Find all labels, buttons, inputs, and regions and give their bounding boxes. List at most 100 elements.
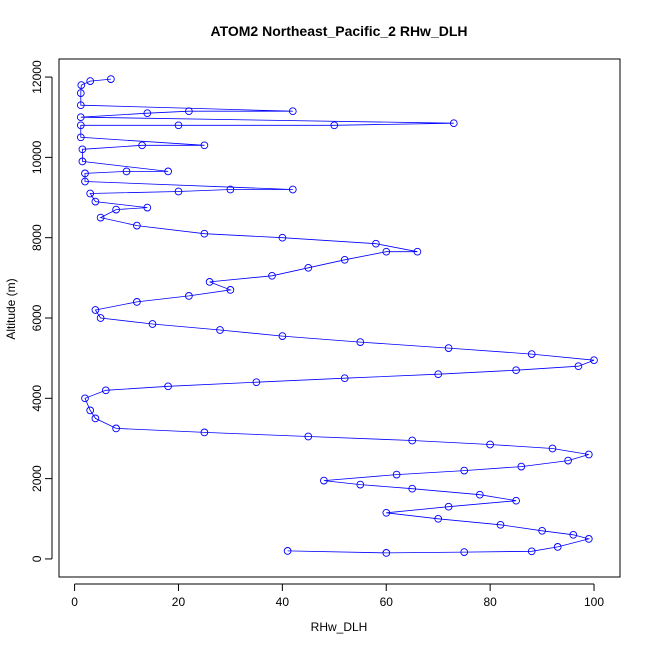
data-point bbox=[96, 314, 105, 322]
data-point bbox=[112, 424, 120, 433]
data-point bbox=[340, 255, 349, 264]
data-point bbox=[174, 187, 183, 196]
data-point bbox=[185, 107, 193, 116]
data-point bbox=[320, 476, 328, 485]
series-layer bbox=[76, 75, 598, 557]
x-tick-label: 60 bbox=[380, 595, 394, 609]
data-point bbox=[133, 221, 141, 230]
y-tick-label: 12000 bbox=[30, 60, 44, 94]
data-point bbox=[96, 213, 105, 222]
data-point bbox=[460, 548, 469, 556]
data-point bbox=[148, 320, 157, 328]
data-point bbox=[278, 233, 287, 242]
data-point bbox=[81, 177, 89, 186]
x-tick-label: 80 bbox=[483, 595, 497, 609]
data-point bbox=[216, 326, 224, 334]
data-point bbox=[512, 496, 520, 505]
data-point bbox=[517, 462, 526, 471]
data-point bbox=[76, 89, 85, 97]
data-point bbox=[86, 189, 95, 198]
data-point bbox=[288, 107, 297, 116]
data-point bbox=[107, 75, 115, 83]
y-tick-label: 10000 bbox=[30, 140, 44, 174]
data-point bbox=[372, 239, 380, 248]
data-point bbox=[538, 526, 546, 535]
data-point bbox=[86, 406, 95, 415]
y-tick-label: 8000 bbox=[30, 224, 44, 251]
data-point bbox=[268, 271, 276, 280]
data-point bbox=[548, 444, 557, 453]
data-point bbox=[278, 332, 287, 340]
data-point bbox=[101, 386, 110, 395]
data-point bbox=[76, 101, 85, 110]
data-point bbox=[496, 520, 505, 529]
data-point bbox=[174, 121, 183, 130]
data-point bbox=[486, 440, 494, 449]
data-point bbox=[78, 145, 87, 154]
data-point bbox=[138, 141, 146, 150]
data-point bbox=[512, 366, 520, 375]
data-point bbox=[112, 205, 120, 214]
data-point bbox=[449, 119, 458, 128]
data-point bbox=[81, 394, 89, 403]
data-point bbox=[330, 121, 339, 130]
data-point bbox=[91, 306, 100, 314]
data-point bbox=[205, 278, 214, 286]
data-point bbox=[76, 133, 85, 142]
y-axis-label: Altitude (m) bbox=[4, 278, 18, 339]
x-tick-label: 20 bbox=[172, 595, 186, 609]
data-point bbox=[434, 514, 443, 523]
data-point bbox=[382, 549, 391, 557]
data-point bbox=[91, 197, 100, 206]
data-point bbox=[185, 292, 193, 300]
data-point bbox=[444, 502, 453, 511]
data-point bbox=[392, 470, 401, 479]
data-point bbox=[408, 436, 417, 445]
data-point bbox=[553, 543, 562, 551]
data-point bbox=[527, 350, 536, 358]
y-tick-label: 6000 bbox=[30, 304, 44, 331]
y-tick-label: 0 bbox=[30, 555, 44, 562]
data-point bbox=[356, 480, 365, 489]
data-point bbox=[78, 157, 87, 166]
data-point bbox=[200, 428, 209, 437]
data-point bbox=[569, 530, 578, 539]
data-point bbox=[91, 414, 100, 423]
data-point bbox=[527, 547, 536, 556]
data-point bbox=[143, 203, 152, 212]
data-point bbox=[475, 490, 484, 499]
data-point bbox=[356, 338, 365, 346]
data-point bbox=[164, 382, 172, 391]
data-point bbox=[408, 484, 417, 493]
data-point bbox=[226, 286, 235, 294]
data-point bbox=[133, 298, 141, 306]
data-point bbox=[460, 466, 469, 475]
data-point bbox=[200, 141, 209, 150]
data-point bbox=[200, 229, 209, 238]
x-tick-label: 0 bbox=[71, 595, 78, 609]
data-point bbox=[590, 356, 598, 365]
data-point bbox=[164, 167, 172, 176]
data-point bbox=[584, 535, 593, 543]
data-point bbox=[382, 247, 391, 256]
data-point bbox=[252, 378, 261, 387]
chart-title: ATOM2 Northeast_Pacific_2 RHw_DLH bbox=[211, 23, 468, 39]
data-point bbox=[444, 344, 453, 352]
y-tick-label: 2000 bbox=[30, 465, 44, 492]
data-point bbox=[564, 456, 572, 465]
data-point bbox=[81, 169, 89, 178]
data-point bbox=[283, 547, 292, 555]
data-point bbox=[574, 362, 583, 371]
data-point bbox=[86, 77, 95, 85]
x-axis-label: RHw_DLH bbox=[311, 620, 368, 634]
data-point bbox=[382, 508, 391, 517]
data-point bbox=[76, 121, 85, 130]
y-tick-label: 4000 bbox=[30, 385, 44, 412]
data-point bbox=[304, 432, 313, 441]
data-point bbox=[76, 113, 85, 122]
data-point bbox=[77, 81, 86, 89]
x-tick-label: 40 bbox=[276, 595, 290, 609]
data-point bbox=[122, 167, 131, 176]
